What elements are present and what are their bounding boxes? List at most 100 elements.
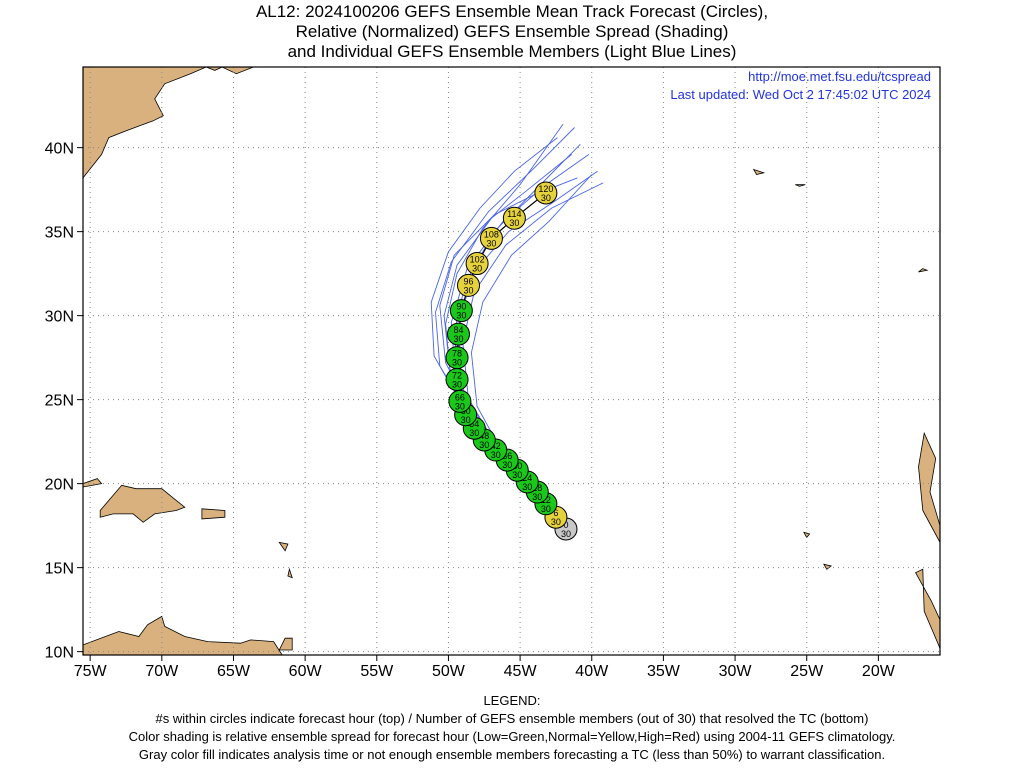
- tick-label-lon: 55W: [360, 663, 394, 680]
- land-polygon: [915, 568, 940, 649]
- tick-label-lon: 40W: [575, 663, 609, 680]
- tick-label-lat: 40N: [45, 141, 74, 158]
- member-count-label: 30: [453, 334, 463, 344]
- grid-lines: [83, 67, 940, 655]
- track-circle: [457, 273, 481, 297]
- member-count-label: 30: [461, 415, 471, 425]
- land-polygon: [206, 67, 255, 75]
- track-circle: [534, 181, 558, 205]
- ocean: [83, 67, 940, 655]
- forecast-hour-label: 30: [512, 461, 522, 471]
- forecast-hour-label: 84: [453, 325, 463, 335]
- forecast-hour-label: 78: [452, 349, 462, 359]
- legend-line-gray: Gray color fill indicates analysis time …: [138, 747, 886, 762]
- forecast-hour-label: 120: [538, 184, 553, 194]
- track-circle: [502, 206, 526, 230]
- land-polygon: [803, 531, 811, 539]
- tick-label-lon: 50W: [432, 663, 466, 680]
- member-count-label: 30: [456, 311, 466, 321]
- member-count-label: 30: [509, 218, 519, 228]
- land-polygon: [278, 637, 293, 651]
- member-count-label: 30: [541, 193, 551, 203]
- land-polygon: [918, 431, 940, 543]
- member-count-label: 30: [455, 401, 465, 411]
- member-count-label: 30: [486, 238, 496, 248]
- land-polygon: [287, 567, 293, 579]
- land-polygon: [83, 478, 103, 488]
- tick-label-lat: 35N: [45, 225, 74, 242]
- plot-frame: [82, 66, 941, 656]
- forecast-hour-label: 54: [469, 419, 479, 429]
- track-circle: [465, 252, 489, 276]
- member-count-label: 30: [472, 264, 482, 274]
- member-count-label: 30: [469, 428, 479, 438]
- title-line-1: AL12: 2024100206 GEFS Ensemble Mean Trac…: [255, 2, 769, 21]
- tick-label-lat: 25N: [45, 393, 74, 410]
- land-polygon: [83, 615, 283, 655]
- land-polygon: [99, 484, 186, 523]
- land-polygon: [918, 268, 929, 273]
- forecast-hour-label: 66: [455, 392, 465, 402]
- track-map: 0306301230183024303030363042304830543060…: [45, 66, 941, 680]
- legend-line-shading: Color shading is relative ensemble sprea…: [128, 729, 896, 744]
- tick-label-lon: 65W: [217, 663, 251, 680]
- forecast-hour-label: 114: [507, 209, 521, 219]
- forecast-hour-label: 12: [541, 495, 551, 505]
- land-polygon: [201, 508, 226, 520]
- land-polygon: [278, 541, 289, 552]
- member-count-label: 30: [452, 379, 462, 389]
- track-circle: [449, 299, 473, 323]
- legend-line-hours: #s within circles indicate forecast hour…: [155, 711, 869, 726]
- member-count-label: 30: [551, 517, 561, 527]
- latitude-ticks: 10N 15N 20N 25N 30N 35N 40N: [45, 141, 83, 662]
- tick-label-lon: 30W: [719, 663, 753, 680]
- credit-url[interactable]: http://moe.met.fsu.edu/tcspread: [748, 69, 931, 84]
- tick-label-lon: 35W: [647, 663, 681, 680]
- track-circle: [445, 346, 469, 370]
- member-count-label: 30: [561, 529, 571, 539]
- forecast-hour-label: 0: [563, 520, 568, 530]
- forecast-hour-label: 18: [532, 483, 542, 493]
- legend-heading: LEGEND:: [483, 693, 541, 708]
- member-count-label: 30: [479, 440, 489, 450]
- longitude-ticks: 75W 70W 65W 60W 55W 50W 45W 40W 35W 30W 25W 20W: [74, 655, 896, 680]
- member-count-label: 30: [502, 460, 512, 470]
- forecast-hour-label: 48: [479, 431, 489, 441]
- title-line-3: and Individual GEFS Ensemble Members (Li…: [287, 42, 737, 61]
- forecast-hour-label: 96: [463, 276, 473, 286]
- tick-label-lon: 25W: [790, 663, 824, 680]
- forecast-hour-label: 90: [456, 302, 466, 312]
- mean-track-circles: 0306301230183024303030363042304830543060…: [445, 181, 578, 541]
- tick-label-lon: 45W: [504, 663, 538, 680]
- forecast-hour-label: 6: [553, 508, 558, 518]
- tick-label-lon: 75W: [74, 663, 108, 680]
- land-polygon: [83, 67, 207, 179]
- member-count-label: 30: [532, 492, 542, 502]
- track-circle: [446, 322, 470, 346]
- member-count-label: 30: [452, 358, 462, 368]
- forecast-hour-label: 36: [502, 451, 512, 461]
- tick-label-lat: 20N: [45, 477, 74, 494]
- land-polygon: [752, 168, 766, 175]
- title-line-2: Relative (Normalized) GEFS Ensemble Spre…: [295, 22, 729, 41]
- track-circle: [479, 226, 503, 250]
- member-count-label: 30: [491, 450, 501, 460]
- member-count-label: 30: [512, 470, 522, 480]
- tick-label-lat: 30N: [45, 309, 74, 326]
- forecast-hour-label: 42: [491, 441, 501, 451]
- forecast-hour-label: 72: [452, 370, 462, 380]
- tick-label-lon: 60W: [289, 663, 323, 680]
- land-masses: [83, 67, 940, 655]
- member-count-label: 30: [522, 482, 532, 492]
- forecast-hour-label: 102: [470, 255, 485, 265]
- forecast-hour-label: 108: [484, 229, 499, 239]
